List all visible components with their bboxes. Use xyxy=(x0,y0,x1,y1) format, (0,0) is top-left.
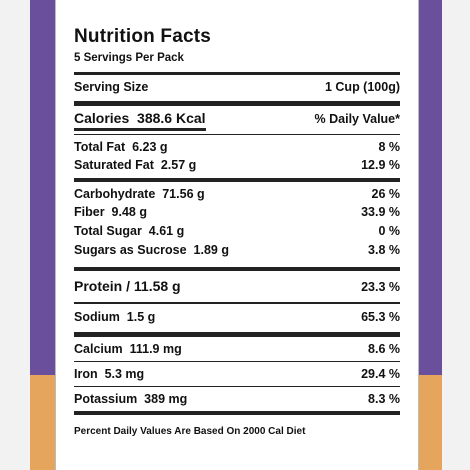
nutrient-dv: 12.9 % xyxy=(361,158,400,172)
divider-thick xyxy=(74,72,400,75)
nutrient-amount: 1.5 g xyxy=(126,310,156,324)
nutrient-dv: 26 % xyxy=(371,187,401,201)
nutrient-label: Total Fat xyxy=(74,140,126,154)
divider-heavy xyxy=(74,101,400,106)
divider-heavy xyxy=(74,332,400,337)
nutrient-row-carbohydrate: Carbohydrate 71.56 g 26 % xyxy=(74,187,400,201)
serving-size-row: Serving Size 1 Cup (100g) xyxy=(74,80,400,94)
nutrient-row-total-fat: Total Fat 6.23 g 8 % xyxy=(74,140,400,154)
divider-thin xyxy=(74,134,400,135)
divider xyxy=(74,302,400,304)
nutrient-row-potassium: Potassium 389 mg 8.3 % xyxy=(74,392,400,406)
nutrient-row-sugars-sucrose: Sugars as Sucrose 1.89 g 3.8 % xyxy=(74,243,400,257)
nutrient-label: Sugars as Sucrose xyxy=(74,243,187,257)
nutrient-label: Calcium xyxy=(74,342,123,356)
nutrient-dv: 0 % xyxy=(378,224,400,238)
nutrient-row-fiber: Fiber 9.48 g 33.9 % xyxy=(74,205,400,219)
footnote: Percent Daily Values Are Based On 2000 C… xyxy=(74,426,306,437)
nutrient-label: Saturated Fat xyxy=(74,158,154,172)
divider-heavy xyxy=(74,267,400,271)
nutrient-amount: 71.56 g xyxy=(162,187,205,201)
nutrition-label: Nutrition Facts 5 Servings Per Pack Serv… xyxy=(55,0,419,470)
servings-per-pack: 5 Servings Per Pack xyxy=(74,52,184,64)
nutrient-dv: 3.8 % xyxy=(368,243,400,257)
divider-heavy xyxy=(74,411,400,415)
nutrient-dv: 8 % xyxy=(378,140,400,154)
nutrient-amount: 5.3 mg xyxy=(104,367,145,381)
nutrient-amount: 1.89 g xyxy=(193,243,229,257)
nutrient-row-total-sugar: Total Sugar 4.61 g 0 % xyxy=(74,224,400,238)
nutrient-row-protein: Protein / 11.58 g 23.3 % xyxy=(74,278,400,294)
nutrient-amount: 9.48 g xyxy=(111,205,147,219)
label-title: Nutrition Facts xyxy=(74,26,212,47)
nutrient-label: Fiber xyxy=(74,205,105,219)
nutrient-amount: 4.61 g xyxy=(148,224,185,238)
nutrient-dv: 8.6 % xyxy=(368,342,400,356)
calories-underline xyxy=(74,128,206,131)
divider-heavy xyxy=(74,178,400,182)
divider-thin xyxy=(74,361,400,362)
nutrient-label: Iron xyxy=(74,367,98,381)
nutrient-label: Carbohydrate xyxy=(74,187,156,201)
calories-value: 388.6 Kcal xyxy=(137,110,206,126)
nutrient-amount: 11.58 g xyxy=(133,278,181,294)
nutrient-amount: 6.23 g xyxy=(132,140,168,154)
calories-label: Calories xyxy=(74,110,130,126)
daily-value-header: % Daily Value* xyxy=(314,112,400,126)
nutrient-row-sodium: Sodium 1.5 g 65.3 % xyxy=(74,310,400,324)
divider-thin xyxy=(74,386,400,387)
nutrient-amount: 111.9 mg xyxy=(129,342,182,356)
serving-size-label: Serving Size xyxy=(74,80,149,94)
nutrient-dv: 65.3 % xyxy=(361,310,400,324)
calories-text: Calories 388.6 Kcal xyxy=(74,110,206,126)
nutrient-amount: 389 mg xyxy=(144,392,188,406)
nutrient-row-saturated-fat: Saturated Fat 2.57 g 12.9 % xyxy=(74,158,400,172)
nutrient-label: Sodium xyxy=(74,310,120,324)
nutrient-label: Total Sugar xyxy=(74,224,142,238)
nutrient-label: Potassium xyxy=(74,392,138,406)
nutrient-dv: 33.9 % xyxy=(361,205,400,219)
nutrient-label: Protein / xyxy=(74,278,131,294)
nutrient-dv: 23.3 % xyxy=(361,280,400,294)
nutrient-row-iron: Iron 5.3 mg 29.4 % xyxy=(74,367,400,381)
nutrient-row-calcium: Calcium 111.9 mg 8.6 % xyxy=(74,342,400,356)
serving-size-value: 1 Cup (100g) xyxy=(324,80,400,94)
calories-row: Calories 388.6 Kcal % Daily Value* xyxy=(74,110,400,126)
nutrient-dv: 8.3 % xyxy=(368,392,400,406)
nutrient-dv: 29.4 % xyxy=(361,367,400,381)
nutrient-amount: 2.57 g xyxy=(160,158,197,172)
